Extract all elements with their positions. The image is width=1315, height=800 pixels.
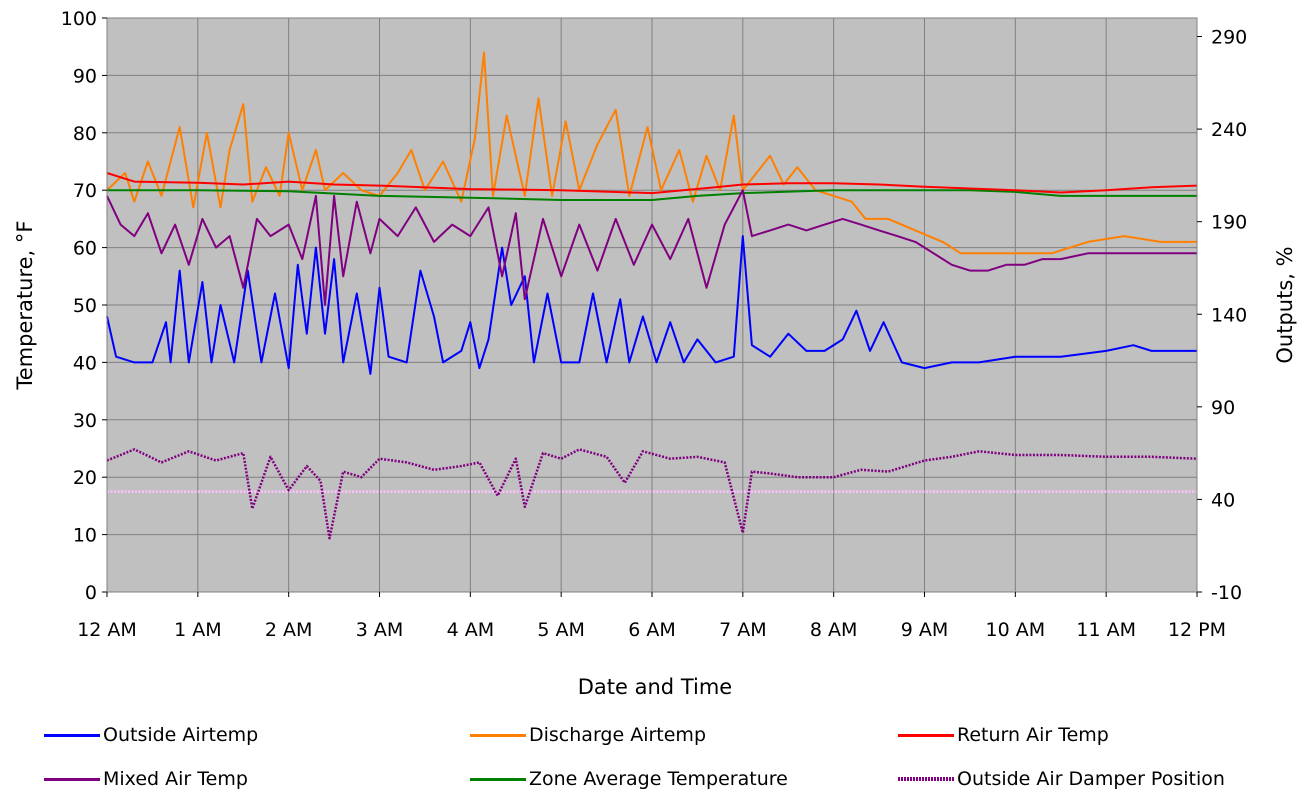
y-right-tick-label: 140 [1211,304,1247,326]
y-left-tick-label: 30 [73,410,97,432]
y-right-axis-title: Outputs, % [1273,246,1297,363]
legend-swatch [44,733,100,737]
x-tick-label: 4 AM [447,619,495,641]
y-right-tick-label: -10 [1211,582,1242,604]
legend-item: Discharge Airtemp [470,720,706,750]
legend-swatch [470,777,526,781]
y-right-tick-label: 190 [1211,212,1247,234]
x-tick-label: 12 AM [77,619,137,641]
y-right-ticks: -10 40 90 140 190 240 290 [1197,27,1247,604]
y-right-tick-label: 40 [1211,489,1235,511]
legend-swatch [44,777,100,781]
y-left-tick-label: 70 [73,180,97,202]
y-left-tick-label: 20 [73,467,97,489]
y-left-tick-label: 40 [73,352,97,374]
y-right-tick-label: 90 [1211,397,1235,419]
y-left-tick-label: 0 [85,582,97,604]
x-tick-label: 3 AM [356,619,404,641]
x-tick-label: 9 AM [901,619,949,641]
legend-label: Mixed Air Temp [103,768,248,790]
legend-label: Zone Average Temperature [529,768,788,790]
y-right-tick-label: 240 [1211,119,1247,141]
series-line-4 [107,189,1197,201]
series-layer [106,51,1198,540]
legend: Outside Airtemp Discharge Airtemp Return A… [0,712,1315,800]
y-left-tick-label: 90 [73,65,97,87]
legend-item: Outside Airtemp [44,720,258,750]
x-tick-label: 6 AM [628,619,676,641]
y-left-tick-label: 60 [73,238,97,260]
x-ticks: 12 AM 1 AM 2 AM 3 AM 4 AM 5 AM 6 AM 7 AM 8 AM 9 A… [77,592,1226,641]
legend-item: Return Air Temp [898,720,1109,750]
series-line-1 [106,51,1197,255]
series-line-5 [106,448,1198,540]
x-tick-label: 12 PM [1168,619,1226,641]
legend-label: Outside Air Damper Position [957,768,1225,790]
y-right-tick-label: 290 [1211,27,1247,49]
legend-swatch [898,777,954,781]
legend-swatch [470,733,526,737]
x-axis-title: Date and Time [578,675,732,699]
legend-item: Mixed Air Temp [44,764,248,794]
y-left-tick-label: 100 [61,8,97,30]
y-left-tick-label: 10 [73,525,97,547]
series-line-2 [106,172,1198,195]
series-line-3 [106,189,1197,306]
legend-swatch [898,733,954,737]
series-line-0 [106,235,1197,375]
x-tick-label: 2 AM [265,619,313,641]
x-tick-label: 11 AM [1076,619,1136,641]
x-tick-label: 8 AM [810,619,858,641]
legend-label: Outside Airtemp [103,724,259,746]
legend-item: Outside Air Damper Position [898,764,1225,794]
x-tick-label: 5 AM [537,619,585,641]
x-tick-label: 10 AM [986,619,1046,641]
chart: 0 10 20 30 40 50 60 70 80 90 100 -10 40 90 140 190 240 2… [13,8,1297,699]
y-left-ticks: 0 10 20 30 40 50 60 70 80 90 100 [61,8,107,604]
grid-y [107,74,1197,536]
y-left-axis-title: Temperature, °F [13,221,37,391]
legend-label: Discharge Airtemp [529,724,707,746]
x-tick-label: 7 AM [719,619,767,641]
legend-item: Zone Average Temperature [470,764,788,794]
y-left-tick-label: 50 [73,295,97,317]
x-tick-label: 1 AM [174,619,222,641]
legend-label: Return Air Temp [957,724,1109,746]
y-left-tick-label: 80 [73,123,97,145]
